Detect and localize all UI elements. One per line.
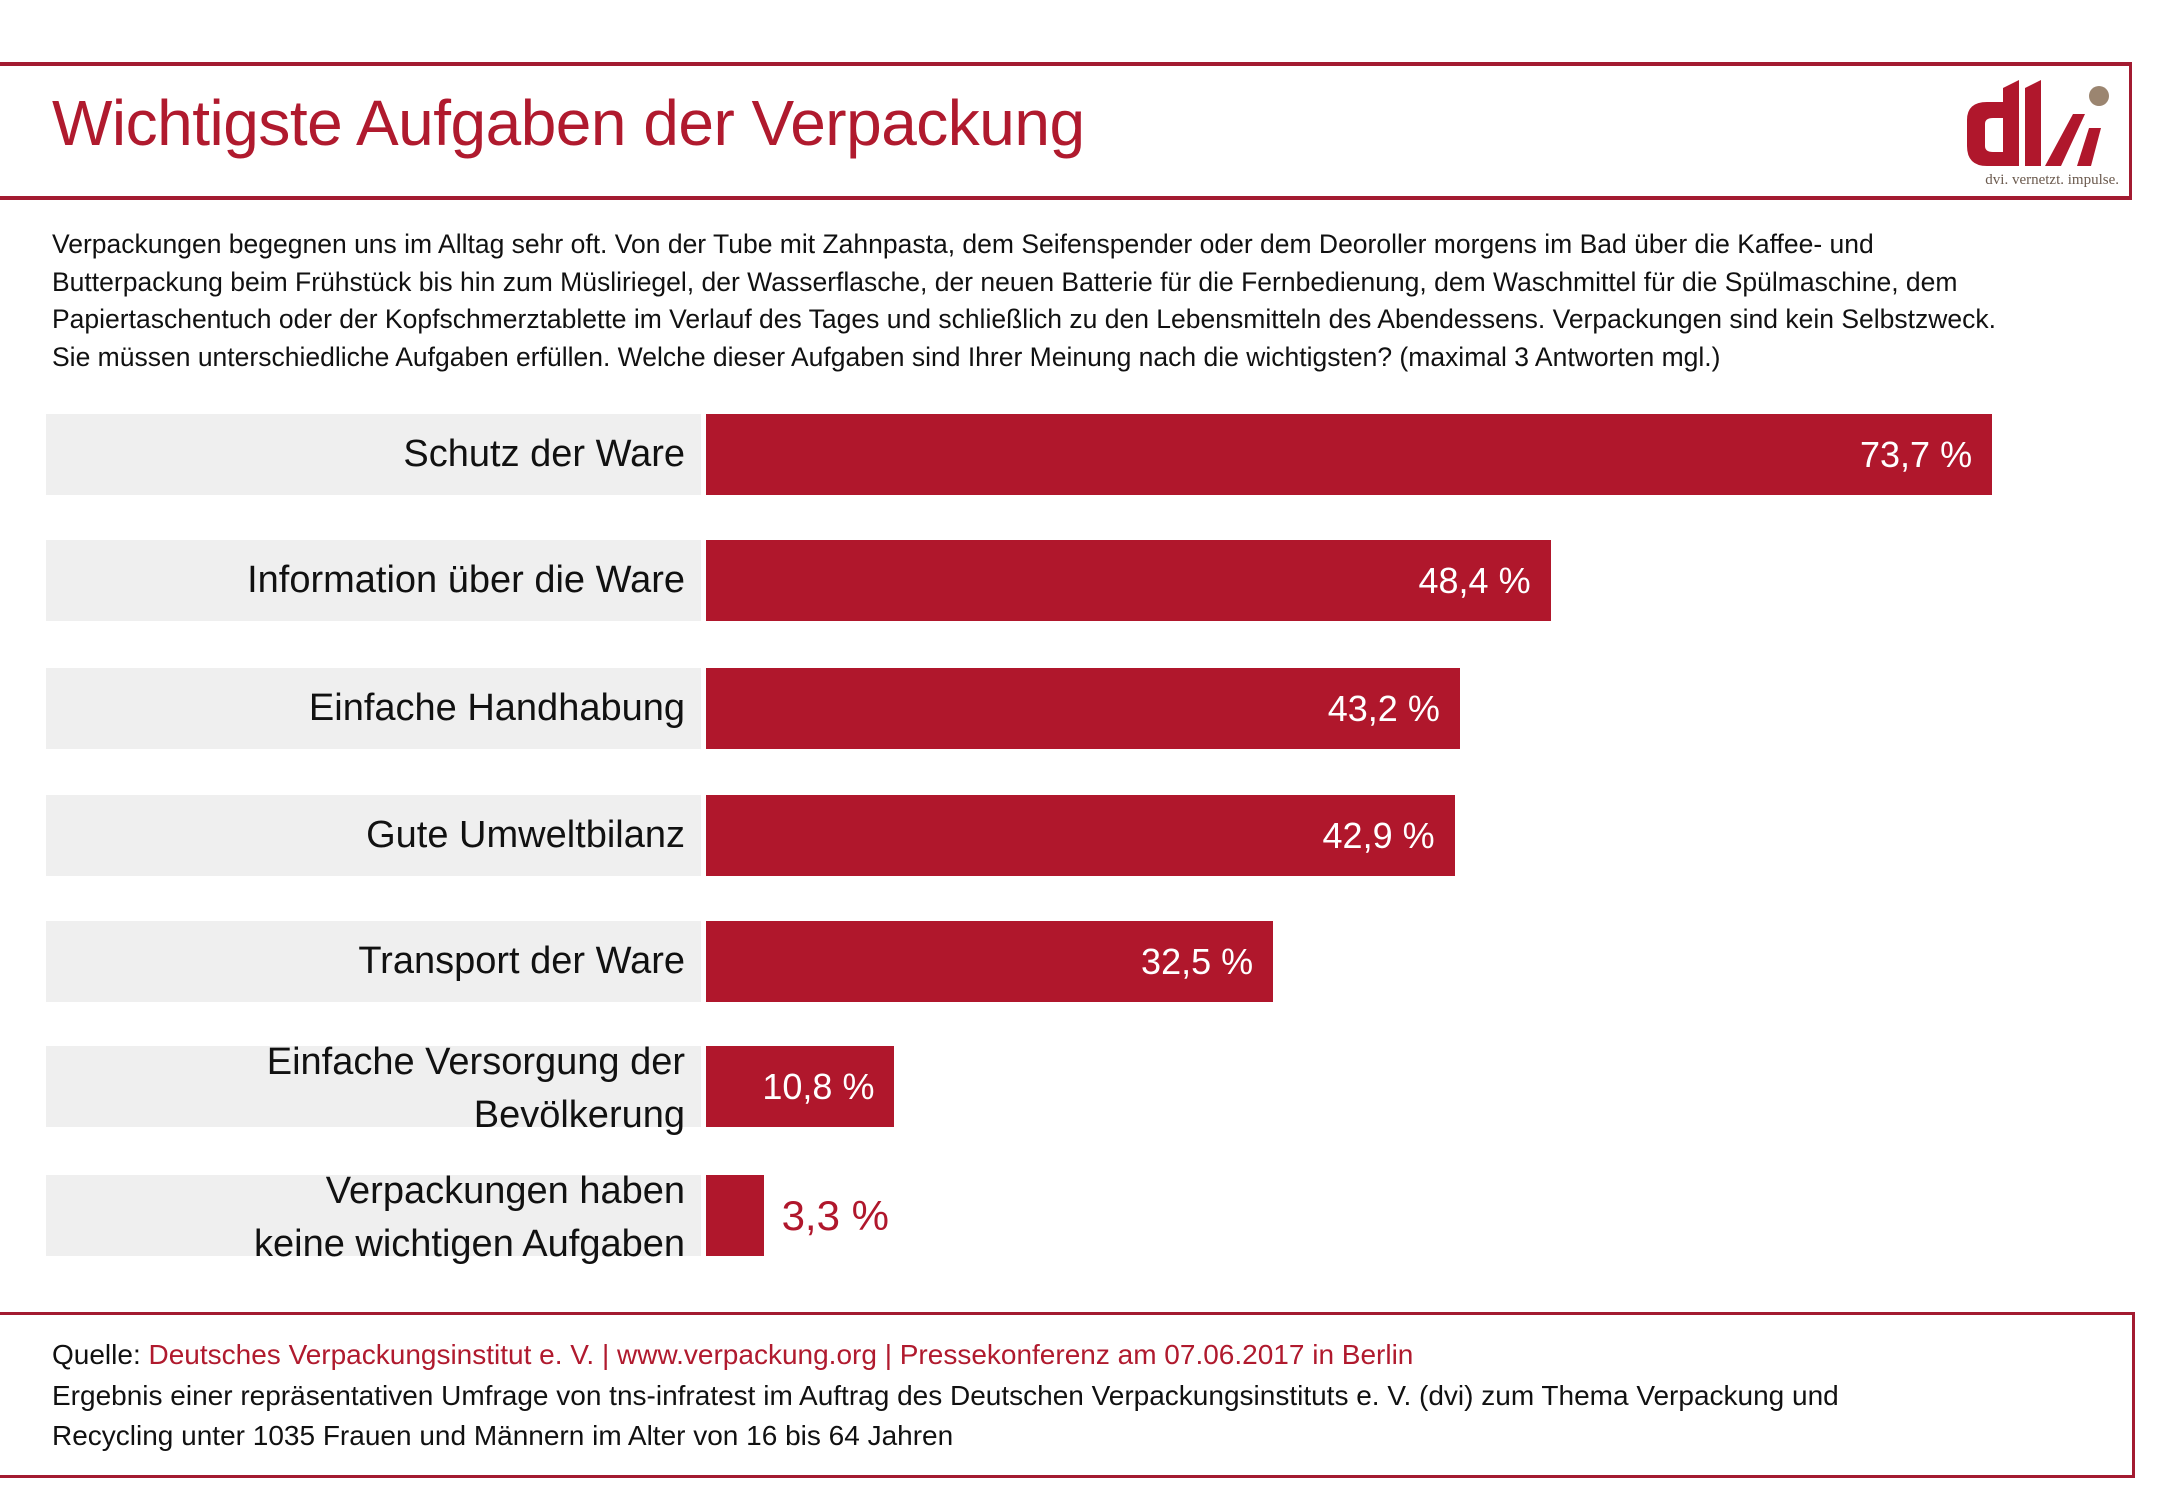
data-label: 10,8 % bbox=[762, 1066, 875, 1107]
bar bbox=[706, 795, 1455, 876]
intro-text: Verpackungen begegnen uns im Alltag sehr… bbox=[52, 226, 2132, 376]
bar bbox=[706, 414, 1993, 495]
page-title: Wichtigste Aufgaben der Verpackung bbox=[52, 87, 1085, 159]
header-frame bbox=[0, 62, 2132, 200]
category-label-bg bbox=[46, 414, 701, 495]
bar bbox=[706, 921, 1274, 1002]
category-label-line: Gute Umweltbilanz bbox=[366, 814, 685, 856]
footer-note-line: Recycling unter 1035 Frauen und Männern … bbox=[52, 1420, 954, 1451]
data-label: 32,5 % bbox=[1141, 941, 1254, 982]
category-label: Einfache Handhabung bbox=[46, 668, 685, 749]
category-label: Information über die Ware bbox=[46, 540, 685, 621]
logo-tagline: dvi. vernetzt. impulse. bbox=[1985, 172, 2119, 188]
category-label-bg bbox=[46, 540, 701, 621]
footer-frame bbox=[0, 1312, 2135, 1478]
category-label-line: Einfache Handhabung bbox=[308, 687, 685, 729]
category-label-bg bbox=[46, 921, 701, 1002]
dvi-logo: dvi. vernetzt. impulse. bbox=[1955, 80, 2125, 195]
data-label: 48,4 % bbox=[1418, 560, 1531, 601]
category-label: Transport der Ware bbox=[46, 921, 685, 1002]
footer: Quelle: Deutsches Verpackungsinstitut e.… bbox=[52, 1335, 1839, 1457]
category-label-bg bbox=[46, 795, 701, 876]
intro-line: Sie müssen unterschiedliche Aufgaben erf… bbox=[52, 341, 1721, 372]
category-label-line: Information über die Ware bbox=[247, 559, 685, 601]
category-label-line: Einfache Versorgung der bbox=[266, 1040, 685, 1083]
category-label-line: Transport der Ware bbox=[358, 940, 685, 982]
category-label-bg bbox=[46, 1046, 701, 1127]
data-label: 42,9 % bbox=[1322, 815, 1435, 856]
dvi-logo-icon bbox=[1967, 80, 2109, 166]
bar bbox=[706, 1175, 764, 1256]
bar bbox=[706, 1046, 895, 1127]
category-label-line: Bevölkerung bbox=[473, 1093, 685, 1136]
intro-line: Papiertaschentuch oder der Kopfschmerzta… bbox=[52, 304, 1996, 334]
intro-line: Butterpackung beim Frühstück bis hin zum… bbox=[52, 266, 1958, 297]
bar bbox=[706, 668, 1460, 749]
bar bbox=[706, 540, 1551, 621]
category-label-line: Verpackungen haben bbox=[325, 1169, 685, 1212]
intro-line: Verpackungen begegnen uns im Alltag sehr… bbox=[52, 229, 1874, 259]
category-label: Schutz der Ware bbox=[46, 414, 685, 495]
footer-note-line: Ergebnis einer repräsentativen Umfrage v… bbox=[52, 1379, 1839, 1411]
data-label: 3,3 % bbox=[781, 1192, 889, 1239]
category-label: Verpackungen haben keine wichtigen Aufgab… bbox=[46, 1165, 685, 1271]
data-label: 73,7 % bbox=[1860, 434, 1973, 475]
category-label-line: Schutz der Ware bbox=[403, 433, 685, 475]
category-label: Einfache Versorgung der Bevölkerung bbox=[46, 1036, 685, 1142]
footer-source-line: Quelle: Deutsches Verpackungsinstitut e.… bbox=[52, 1335, 1839, 1376]
source-prefix: Quelle: bbox=[52, 1339, 149, 1370]
category-label: Gute Umweltbilanz bbox=[46, 795, 685, 876]
data-label: 43,2 % bbox=[1327, 688, 1440, 729]
category-label-bg bbox=[46, 668, 701, 749]
category-label-bg bbox=[46, 1175, 701, 1256]
source-text: Deutsches Verpackungsinstitut e. V. | ww… bbox=[148, 1339, 1414, 1370]
category-label-line: keine wichtigen Aufgaben bbox=[254, 1222, 685, 1265]
